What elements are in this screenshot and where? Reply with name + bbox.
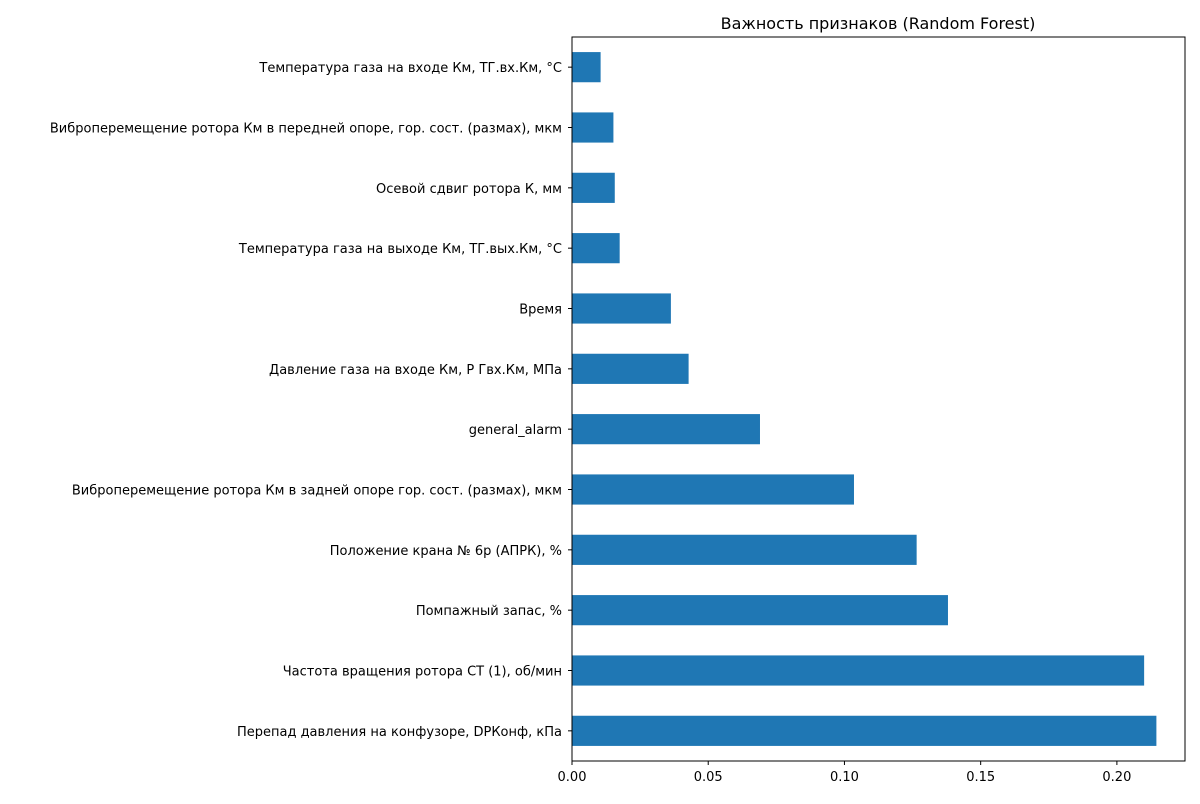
bar-7 — [572, 474, 854, 505]
y-tick-label: Помпажный запас, % — [416, 604, 562, 619]
y-tick-label: Давление газа на входе Км, Р Гвх.Км, МПа — [269, 363, 562, 378]
y-tick-label: Температура газа на входе Км, ТГ.вх.Км, … — [258, 61, 562, 76]
axes-frame — [571, 36, 1186, 762]
bar-10 — [572, 655, 1145, 686]
y-tick-label: Частота вращения ротора СТ (1), об/мин — [283, 665, 562, 680]
bar-1 — [572, 112, 614, 143]
bar-0 — [572, 52, 601, 83]
bar-4 — [572, 293, 671, 324]
bars-layer — [572, 52, 1157, 746]
bar-9 — [572, 595, 948, 626]
plot-area-border — [571, 36, 1186, 762]
y-tick-label: Время — [519, 303, 562, 318]
bar-3 — [572, 233, 620, 264]
y-tick-label: Виброперемещение ротора Км в передней оп… — [50, 122, 562, 137]
x-tick-label: 0.20 — [1102, 770, 1131, 785]
x-tick-label: 0.10 — [830, 770, 859, 785]
x-tick-label: 0.05 — [694, 770, 723, 785]
bar-6 — [572, 414, 760, 445]
bar-2 — [572, 172, 615, 203]
x-tick-label: 0.00 — [558, 770, 587, 785]
y-tick-label: Положение крана № 6р (АПРК), % — [330, 544, 562, 559]
bar-11 — [572, 715, 1157, 746]
x-tick-label: 0.15 — [966, 770, 995, 785]
x-axis-ticks: 0.00 0.05 0.10 0.15 0.20 — [558, 761, 1131, 785]
bar-8 — [572, 534, 917, 565]
y-tick-label: Виброперемещение ротора Км в задней опор… — [72, 484, 562, 499]
y-tick-label: Температура газа на выходе Км, ТГ.вых.Км… — [238, 242, 562, 257]
y-tick-label: Осевой сдвиг ротора К, мм — [376, 182, 562, 197]
bar-5 — [572, 353, 689, 384]
chart-title: Важность признаков (Random Forest) — [721, 14, 1036, 33]
y-tick-label: Перепад давления на конфузоре, DPКонф, к… — [237, 725, 562, 740]
y-tick-labels: Температура газа на входе Км, ТГ.вх.Км, … — [50, 61, 572, 740]
y-tick-label: general_alarm — [469, 423, 562, 438]
